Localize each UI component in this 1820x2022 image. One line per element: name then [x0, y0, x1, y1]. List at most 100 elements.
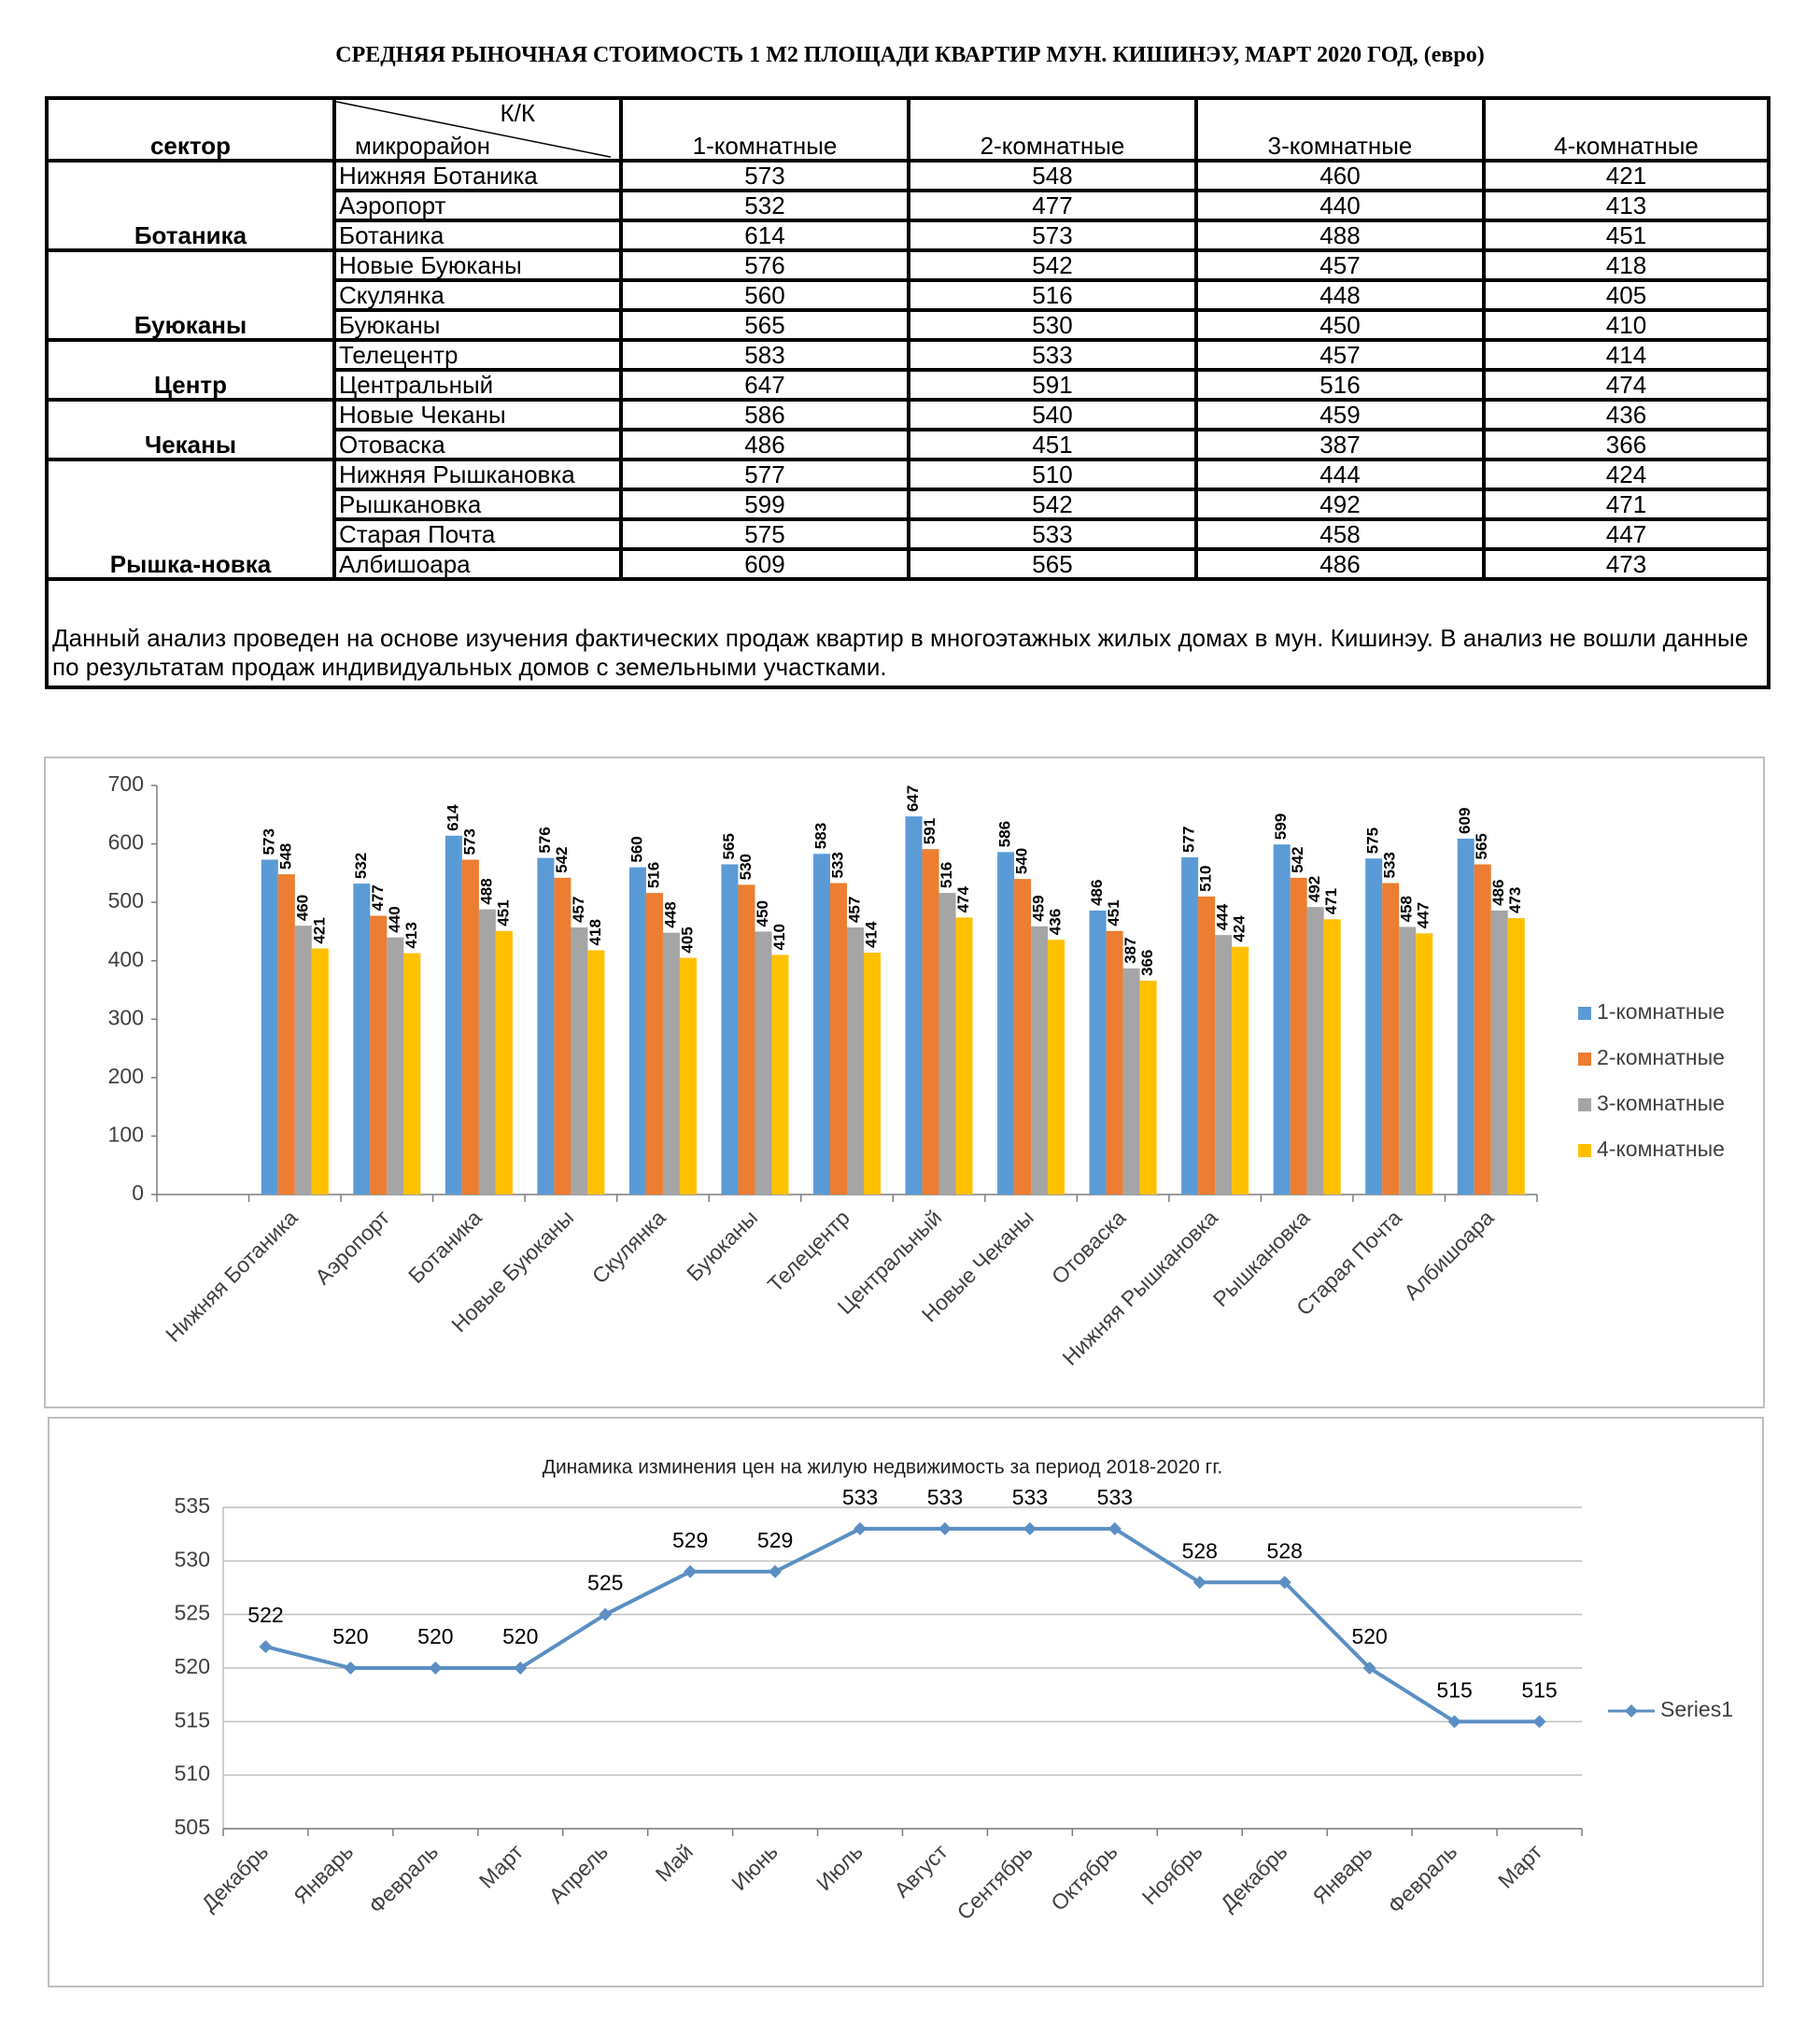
y-tick-label: 500 [108, 888, 144, 912]
x-tick-label: Декабрь [1216, 1839, 1292, 1916]
data-label: 447 [1415, 902, 1432, 928]
value-cell: 413 [1482, 189, 1771, 222]
value-cell: 488 [1194, 219, 1486, 252]
data-label: 473 [1506, 887, 1524, 913]
y-tick-label: 520 [175, 1654, 210, 1678]
data-label: 520 [1351, 1624, 1387, 1648]
bar [1474, 864, 1491, 1195]
data-label: 525 [587, 1571, 623, 1595]
value-cell: 565 [619, 308, 910, 342]
bar [1323, 919, 1341, 1195]
value-cell: 366 [1482, 428, 1771, 461]
legend-label: 3-комнатные [1597, 1091, 1725, 1115]
bar [277, 874, 295, 1195]
data-label: 565 [1473, 833, 1490, 859]
x-tick-label: Нижняя Рышкановка [1057, 1205, 1222, 1370]
bar [1490, 910, 1508, 1195]
table-row: Скулянка 560 516 448 405 [47, 278, 1771, 312]
marker [599, 1607, 613, 1621]
data-label: 528 [1267, 1538, 1303, 1562]
value-cell: 565 [907, 547, 1198, 581]
line [264, 1526, 1540, 1724]
value-cell: 530 [907, 308, 1198, 342]
bar [679, 957, 697, 1195]
data-label: 548 [276, 843, 294, 870]
data-label: 387 [1122, 937, 1139, 963]
value-cell: 460 [1194, 159, 1486, 192]
bar [587, 950, 605, 1195]
data-label: 366 [1138, 950, 1156, 976]
data-label: 436 [1047, 909, 1065, 935]
bar [1106, 930, 1123, 1195]
table-row: Центральный 647 591 516 474 [47, 368, 1771, 402]
value-cell: 451 [907, 428, 1198, 461]
value-cell: 451 [1482, 219, 1771, 252]
page-title: СРЕДНЯЯ РЫНОЧНАЯ СТОИМОСТЬ 1 М2 ПЛОЩАДИ … [335, 43, 1485, 67]
value-cell: 410 [1482, 308, 1771, 342]
x-tick-label: Албишоара [1399, 1205, 1498, 1304]
value-cell: 444 [1194, 458, 1486, 491]
bar [997, 852, 1015, 1195]
data-label: 488 [477, 878, 495, 904]
legend-label: 2-комнатные [1597, 1045, 1725, 1069]
diagonal [336, 100, 619, 159]
sector-header: сектор [45, 96, 336, 163]
diag-cell: К/К микрорайон [336, 100, 619, 159]
legend-swatch [1578, 1053, 1591, 1066]
bar [1382, 883, 1400, 1195]
value-cell: 473 [1482, 547, 1771, 581]
value-cell: 448 [1194, 278, 1486, 312]
data-label: 440 [386, 906, 403, 932]
district-cell: Ботаника [332, 219, 623, 252]
data-label: 522 [247, 1603, 283, 1627]
data-label: 458 [1398, 896, 1416, 922]
y-tick-label: 515 [175, 1707, 210, 1732]
value-cell: 573 [619, 159, 910, 192]
bar [1399, 926, 1417, 1195]
district-cell: Новые Буюканы [332, 248, 623, 282]
data-label: 520 [417, 1624, 453, 1648]
data-label: 533 [1012, 1485, 1048, 1509]
table-row: Буюканы 565 530 450 410 [47, 308, 1771, 342]
data-label: 516 [938, 862, 955, 888]
bar [955, 917, 973, 1195]
x-tick-label: Нижняя Ботаника [161, 1205, 303, 1347]
data-label: 533 [842, 1485, 878, 1509]
data-label: 540 [1013, 848, 1031, 874]
district-cell: Новые Чеканы [332, 398, 623, 431]
data-label: 413 [402, 922, 420, 948]
col-header: 2-комнатные [907, 96, 1198, 163]
value-cell: 542 [907, 248, 1198, 282]
legend-label: Series1 [1660, 1697, 1733, 1721]
value-cell: 577 [619, 458, 910, 491]
bar [662, 932, 680, 1195]
value-cell: 510 [907, 458, 1198, 491]
x-tick-label: Февраль [1383, 1839, 1461, 1917]
district-cell: Старая Почта [332, 517, 623, 551]
marker [514, 1661, 528, 1675]
data-label: 457 [845, 897, 863, 923]
bar [755, 931, 772, 1195]
sector-cell: Буюканы [45, 248, 336, 342]
bar [495, 930, 513, 1195]
data-label: 451 [494, 899, 512, 926]
data-label: 528 [1182, 1538, 1218, 1562]
x-tick-label: Апрель [543, 1839, 613, 1908]
marker [1108, 1521, 1122, 1535]
legend-swatch [1578, 1144, 1591, 1157]
data-label: 542 [553, 846, 571, 872]
x-tick-label: Телецентр [763, 1205, 854, 1296]
value-cell: 532 [619, 189, 910, 222]
table-row: Албишоара 609 565 486 473 [47, 547, 1771, 581]
data-label: 614 [444, 804, 461, 831]
marker [1277, 1576, 1291, 1590]
value-cell: 459 [1194, 398, 1486, 431]
data-label: 516 [644, 862, 662, 888]
bar [353, 884, 371, 1195]
marker [429, 1661, 443, 1675]
value-cell: 458 [1194, 517, 1486, 551]
y-tick-label: 400 [108, 947, 144, 971]
value-cell: 599 [619, 488, 910, 521]
y-tick-label: 0 [132, 1181, 144, 1205]
price-table: сектор К/К микрорайон 1-комнатные 2-комн… [45, 96, 1771, 689]
